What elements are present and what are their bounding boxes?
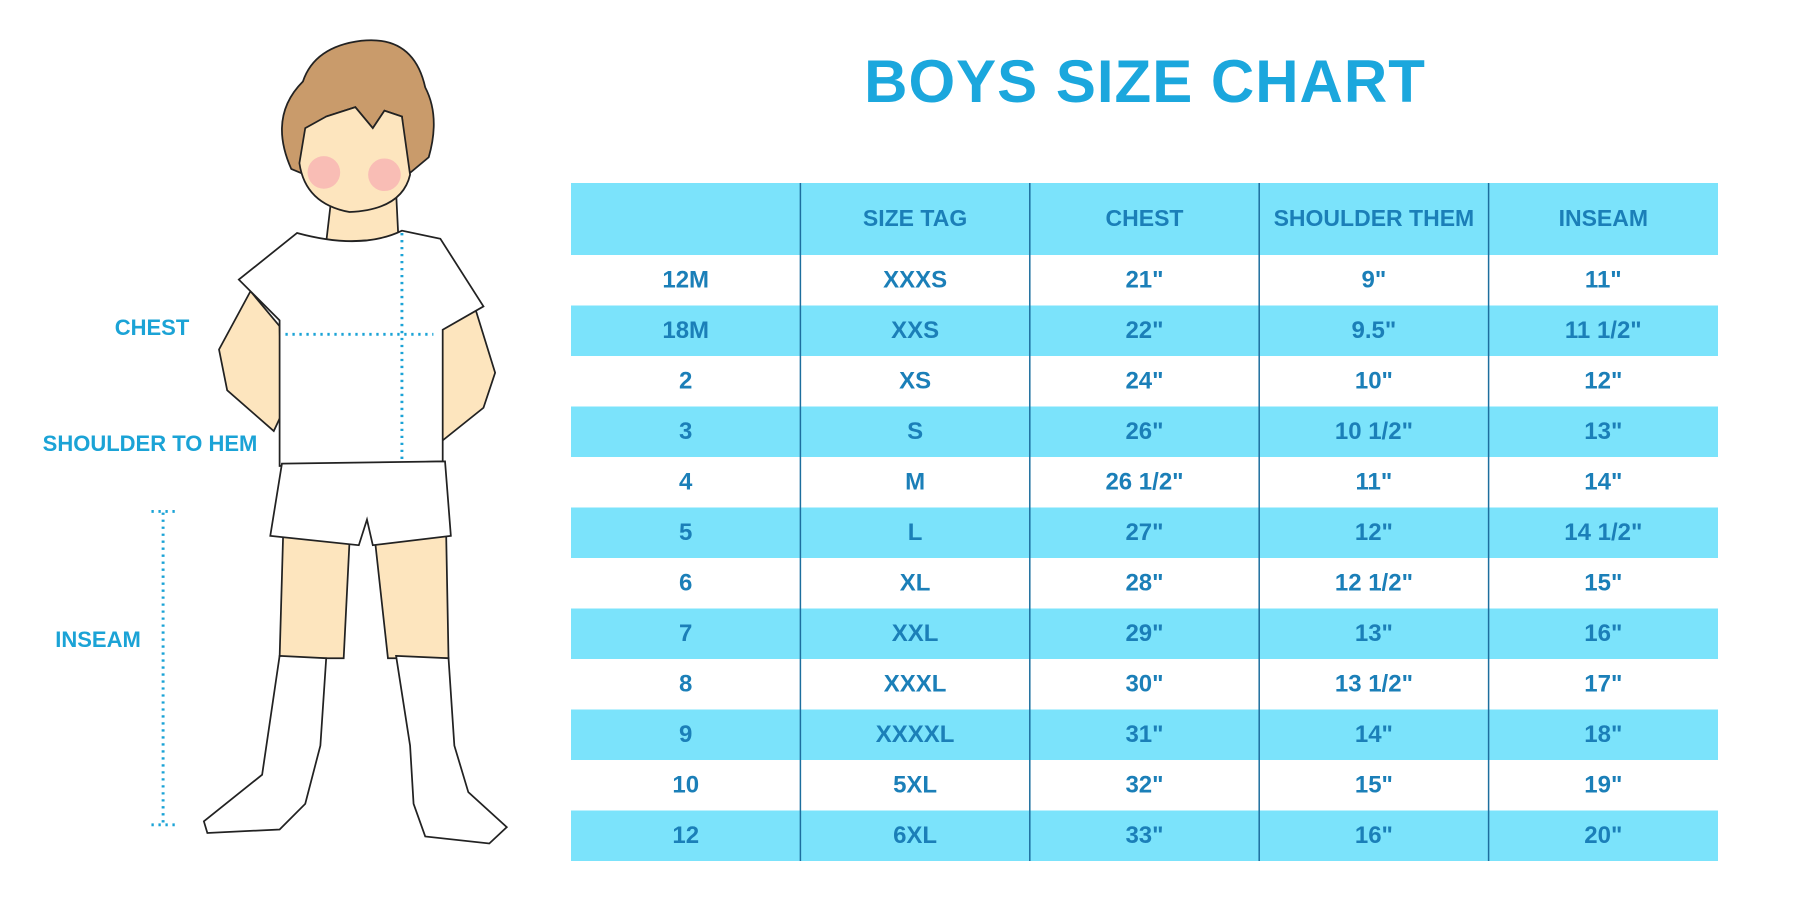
table-cell: 18M xyxy=(662,317,709,344)
table-cell: 11" xyxy=(1585,267,1622,294)
table-cell: 17" xyxy=(1584,671,1622,698)
table-cell: 12 1/2" xyxy=(1335,570,1413,597)
column-header: SIZE TAG xyxy=(863,205,967,231)
table-cell: 5XL xyxy=(893,772,937,799)
table-cell: 11 1/2" xyxy=(1565,317,1642,344)
table-cell: 12M xyxy=(662,267,709,294)
table-cell: 15" xyxy=(1355,772,1393,799)
stripe-row xyxy=(571,305,1718,356)
leg xyxy=(374,534,450,660)
table-cell: 6 xyxy=(679,570,692,597)
table-cell: 9.5" xyxy=(1352,317,1397,344)
leg xyxy=(278,534,351,660)
table-cell: XXXXL xyxy=(876,721,955,748)
table-cell: 29" xyxy=(1125,620,1163,647)
table-cell: 4 xyxy=(679,469,693,496)
table-cell: 32" xyxy=(1125,772,1163,799)
table-cell: 22" xyxy=(1125,317,1163,344)
table-cell: 16" xyxy=(1584,620,1622,647)
figure-label: SHOULDER TO HEM xyxy=(43,431,258,456)
stripe-row xyxy=(571,406,1718,457)
figure-label: INSEAM xyxy=(55,627,141,652)
table-cell: 14 1/2" xyxy=(1564,519,1642,546)
table-cell: XXXS xyxy=(883,267,947,294)
header-row xyxy=(571,183,1718,255)
table-cell: 11" xyxy=(1356,469,1393,496)
table-cell: 28" xyxy=(1125,570,1163,597)
sock xyxy=(202,654,328,834)
table-cell: 15" xyxy=(1584,570,1622,597)
table-cell: 19" xyxy=(1584,772,1622,799)
column-header: INSEAM xyxy=(1559,205,1648,231)
table-cell: 14" xyxy=(1584,469,1622,496)
table-cell: 26" xyxy=(1125,418,1163,445)
shorts xyxy=(269,460,452,547)
table-cell: 10 1/2" xyxy=(1335,418,1413,445)
table-cell: 14" xyxy=(1355,721,1393,748)
table-cell: 24" xyxy=(1125,368,1163,395)
table-cell: 26 1/2" xyxy=(1105,469,1183,496)
table-cell: 8 xyxy=(679,671,692,698)
table-cell: 13" xyxy=(1584,418,1622,445)
table-cell: 9" xyxy=(1362,267,1387,294)
table-cell: 33" xyxy=(1125,822,1163,849)
table-cell: XXS xyxy=(891,317,939,344)
table-cell: 6XL xyxy=(893,822,937,849)
figure-label: CHEST xyxy=(115,315,190,340)
table-cell: M xyxy=(905,469,925,496)
column-header: CHEST xyxy=(1106,205,1184,231)
table-cell: 13" xyxy=(1355,620,1393,647)
table-cell: 5 xyxy=(679,519,692,546)
table-cell: 21" xyxy=(1125,267,1163,294)
shirt xyxy=(237,229,485,467)
table-cell: 12 xyxy=(672,822,699,849)
table-cell: XL xyxy=(900,570,931,597)
column-header: SHOULDER THEM xyxy=(1274,205,1475,231)
stripe-row xyxy=(571,810,1718,861)
table-cell: 12" xyxy=(1355,519,1393,546)
cheek xyxy=(307,156,341,189)
table-cell: XXL xyxy=(892,620,939,647)
table-cell: L xyxy=(908,519,923,546)
arm xyxy=(439,307,497,443)
table-cell: XS xyxy=(899,368,931,395)
boy-figure xyxy=(151,39,509,845)
table-cell: 7 xyxy=(679,620,692,647)
table-cell: 2 xyxy=(679,368,692,395)
stripe-row xyxy=(571,709,1718,760)
table-cell: 10" xyxy=(1355,368,1393,395)
table-cell: 18" xyxy=(1584,721,1622,748)
table-cell: 20" xyxy=(1584,822,1622,849)
table-cell: 10 xyxy=(672,772,699,799)
stripe-row xyxy=(571,608,1718,659)
table-cell: 12" xyxy=(1584,368,1622,395)
table-cell: 27" xyxy=(1125,519,1163,546)
table-cell: 30" xyxy=(1125,671,1163,698)
table-cell: XXXL xyxy=(884,671,947,698)
title: BOYS SIZE CHART xyxy=(864,48,1426,115)
stripe-row xyxy=(571,507,1718,558)
table-cell: 31" xyxy=(1125,721,1163,748)
hair xyxy=(281,39,435,177)
sock xyxy=(395,654,509,845)
table-cell: S xyxy=(907,418,923,445)
table-cell: 3 xyxy=(679,418,692,445)
cheek xyxy=(368,158,401,192)
table-cell: 13 1/2" xyxy=(1335,671,1413,698)
table-cell: 16" xyxy=(1355,822,1393,849)
table-cell: 9 xyxy=(679,721,692,748)
